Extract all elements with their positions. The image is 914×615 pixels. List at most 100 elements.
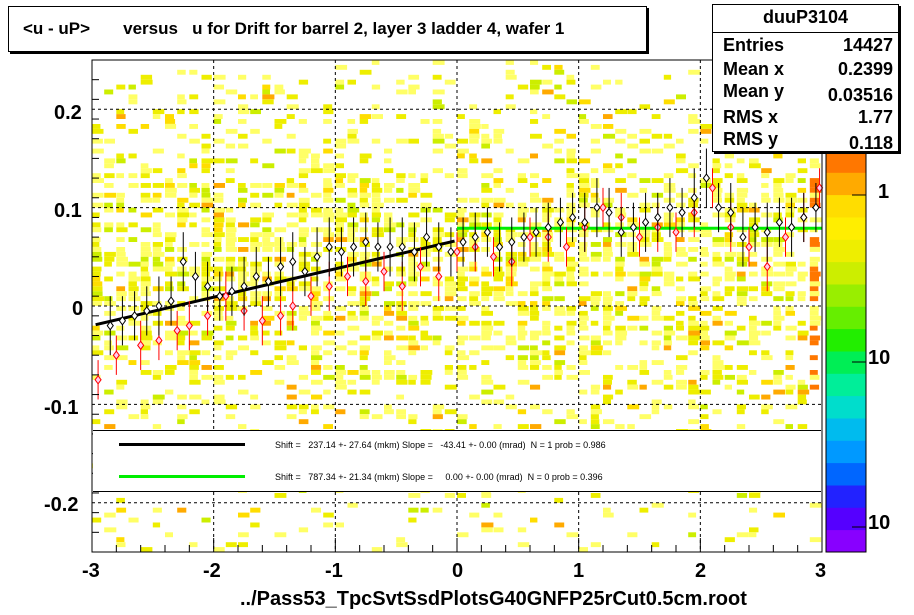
heatmap-cell — [286, 192, 295, 198]
stat-value: 1.77 — [857, 107, 893, 127]
heatmap-cell — [371, 379, 380, 385]
heatmap-cell — [335, 286, 346, 292]
heatmap-cell — [809, 242, 820, 247]
heatmap-cell — [420, 507, 429, 513]
profile-red-marker — [562, 242, 571, 252]
heatmap-cell — [359, 119, 369, 124]
heatmap-cell — [651, 261, 661, 267]
heatmap-cell — [128, 306, 140, 311]
heatmap-cell — [432, 409, 442, 415]
heatmap-cell — [736, 291, 748, 297]
heatmap-cell — [408, 84, 420, 90]
heatmap-cell — [542, 266, 553, 272]
heatmap-cell — [724, 266, 733, 272]
heatmap-cell — [688, 212, 696, 218]
heatmap-cell — [797, 261, 806, 267]
heatmap-cell — [554, 138, 564, 144]
heatmap-cell — [663, 247, 672, 252]
heatmap-cell — [92, 350, 104, 356]
heatmap-cell — [128, 237, 138, 242]
heatmap-cell — [517, 527, 527, 533]
heatmap-cell — [554, 276, 564, 282]
heatmap-cell — [359, 374, 371, 380]
heatmap-cell — [371, 104, 380, 110]
heatmap-cell — [140, 242, 151, 247]
heatmap-cell — [432, 133, 444, 139]
fit-legend-line-green — [119, 475, 245, 478]
heatmap-cell — [262, 89, 270, 95]
heatmap-cell — [530, 266, 540, 272]
heatmap-cell — [700, 335, 710, 341]
heatmap-cell — [724, 197, 735, 203]
heatmap-cell — [481, 360, 490, 365]
heatmap-cell — [128, 315, 136, 321]
heatmap-cell — [92, 374, 101, 380]
heatmap-cell — [797, 335, 808, 341]
heatmap-cell — [688, 114, 698, 119]
heatmap-cell — [444, 384, 457, 390]
heatmap-cell — [250, 330, 259, 336]
heatmap-cell — [457, 153, 465, 159]
heatmap-cell — [432, 99, 442, 105]
heatmap-cell — [530, 310, 540, 316]
heatmap-cell — [724, 232, 734, 238]
heatmap-cell — [225, 143, 236, 149]
heatmap-cell — [128, 183, 139, 188]
heatmap-cell — [590, 271, 599, 277]
heatmap-cell — [809, 291, 820, 297]
heatmap-cell — [700, 124, 713, 129]
heatmap-cell — [688, 163, 699, 169]
heatmap-cell — [493, 222, 502, 228]
heatmap-cell — [517, 330, 528, 336]
heatmap-cell — [262, 247, 273, 252]
heatmap-cell — [517, 178, 528, 183]
heatmap-cell — [165, 124, 177, 129]
heatmap-cell — [736, 197, 745, 203]
heatmap-cell — [615, 291, 625, 297]
heatmap-cell — [92, 335, 101, 341]
heatmap-cell — [140, 399, 149, 405]
heatmap-cell — [797, 158, 806, 164]
heatmap-cell — [92, 128, 104, 134]
heatmap-cell — [773, 320, 782, 326]
heatmap-cell — [712, 158, 720, 164]
heatmap-cell — [274, 345, 287, 351]
heatmap-cell — [603, 315, 615, 321]
heatmap-cell — [809, 183, 820, 188]
heatmap-cell — [408, 276, 418, 282]
heatmap-cell — [749, 296, 758, 302]
heatmap-cell — [177, 355, 186, 361]
heatmap-cell — [493, 212, 504, 218]
heatmap-cell — [384, 168, 394, 174]
heatmap-cell — [104, 355, 115, 361]
profile-red-marker — [435, 271, 443, 282]
heatmap-cell — [274, 379, 285, 385]
heatmap-cell — [104, 296, 113, 302]
heatmap-cell — [347, 301, 360, 306]
profile-black-marker — [313, 251, 321, 262]
heatmap-cell — [700, 291, 708, 297]
heatmap-cell — [457, 232, 468, 238]
heatmap-cell — [104, 251, 116, 257]
heatmap-cell — [517, 409, 527, 415]
heatmap-cell — [578, 119, 589, 124]
heatmap-cell — [92, 222, 101, 228]
heatmap-cell — [651, 266, 663, 272]
heatmap-cell — [700, 247, 708, 252]
heatmap-cell — [578, 192, 589, 198]
heatmap-cell — [286, 310, 297, 316]
heatmap-cell — [761, 168, 772, 174]
heatmap-cell — [152, 374, 162, 380]
heatmap-cell — [554, 345, 566, 351]
heatmap-cell — [274, 227, 287, 233]
heatmap-cell — [152, 183, 164, 188]
heatmap-cell — [408, 291, 418, 297]
profile-red-marker — [112, 350, 120, 361]
heatmap-cell — [250, 522, 260, 528]
heatmap-cell — [457, 306, 466, 311]
heatmap-cell — [371, 60, 380, 65]
heatmap-cell — [639, 384, 647, 390]
heatmap-cell — [797, 168, 808, 174]
heatmap-cell — [651, 310, 661, 316]
heatmap-cell — [542, 320, 551, 326]
